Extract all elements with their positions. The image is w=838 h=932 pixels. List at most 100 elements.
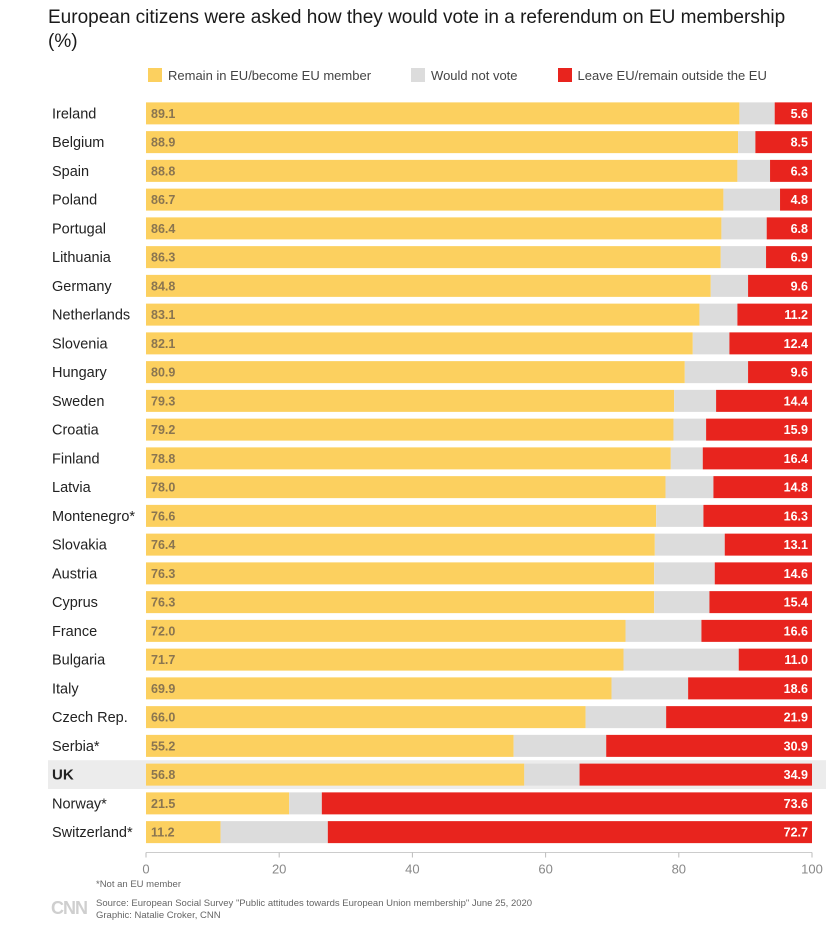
legend-swatch-notvote	[411, 68, 426, 82]
bar-leave	[713, 476, 812, 499]
bar-would-not-vote	[585, 706, 667, 729]
bar-would-not-vote	[524, 763, 580, 786]
bar-leave	[327, 821, 812, 844]
bar-would-not-vote	[684, 361, 749, 384]
bar-remain	[146, 763, 525, 786]
category-label: UK	[52, 767, 74, 784]
data-label-leave: 15.4	[784, 596, 808, 610]
legend-swatch-remain	[148, 68, 162, 82]
bar-would-not-vote	[625, 619, 702, 642]
data-label-leave: 12.4	[784, 337, 808, 351]
bar-leave	[748, 274, 812, 297]
data-label-leave: 15.9	[784, 423, 808, 437]
category-label: Slovenia	[52, 336, 109, 352]
footnote: *Not an EU member	[96, 879, 182, 890]
category-label: Germany	[52, 279, 112, 295]
bar-would-not-vote	[721, 217, 767, 240]
bar-leave	[716, 389, 812, 412]
bar-would-not-vote	[289, 792, 322, 815]
data-label-remain: 88.9	[151, 136, 175, 150]
category-label: Belgium	[52, 135, 104, 151]
data-label-remain: 11.2	[151, 826, 175, 840]
bar-would-not-vote	[699, 303, 738, 326]
bar-remain	[146, 418, 674, 441]
data-label-remain: 78.8	[151, 452, 175, 466]
bar-leave	[321, 792, 812, 815]
data-label-remain: 71.7	[151, 653, 175, 667]
data-label-leave: 34.9	[784, 768, 808, 782]
bar-would-not-vote	[692, 332, 730, 355]
data-label-leave: 73.6	[784, 797, 808, 811]
bar-would-not-vote	[656, 504, 704, 527]
data-label-remain: 86.7	[151, 193, 175, 207]
data-label-remain: 88.8	[151, 164, 175, 178]
x-tick-label: 100	[801, 862, 823, 877]
data-label-remain: 80.9	[151, 366, 175, 380]
data-label-remain: 89.1	[151, 107, 175, 121]
category-label: Bulgaria	[52, 653, 106, 669]
bar-leave	[738, 648, 812, 671]
data-label-remain: 69.9	[151, 682, 175, 696]
data-label-leave: 16.6	[784, 624, 808, 638]
bar-remain	[146, 591, 655, 614]
bar-leave	[703, 504, 812, 527]
bar-remain	[146, 533, 655, 556]
category-label: Spain	[52, 164, 89, 180]
category-label: Croatia	[52, 423, 100, 439]
bar-remain	[146, 274, 711, 297]
bar-remain	[146, 648, 624, 671]
bar-would-not-vote	[670, 447, 703, 470]
bar-would-not-vote	[665, 476, 714, 499]
bar-remain	[146, 159, 738, 182]
x-tick-label: 0	[142, 862, 149, 877]
graphic-credit: Graphic: Natalie Croker, CNN	[96, 910, 221, 921]
data-label-leave: 8.5	[791, 136, 808, 150]
source-line: Source: European Social Survey "Public a…	[96, 898, 533, 909]
x-tick-label: 40	[405, 862, 419, 877]
bar-would-not-vote	[513, 734, 607, 757]
data-label-leave: 21.9	[784, 711, 808, 725]
data-label-remain: 86.3	[151, 251, 175, 265]
bar-leave	[774, 102, 812, 125]
bar-remain	[146, 447, 671, 470]
bar-remain	[146, 188, 724, 211]
bar-remain	[146, 246, 721, 269]
bar-would-not-vote	[623, 648, 739, 671]
category-label: Netherlands	[52, 308, 130, 324]
data-label-remain: 76.6	[151, 509, 175, 523]
bar-remain	[146, 677, 612, 700]
category-label: France	[52, 624, 97, 640]
data-label-leave: 6.3	[791, 164, 808, 178]
category-label: Hungary	[52, 365, 108, 381]
data-label-leave: 6.9	[791, 251, 808, 265]
bar-would-not-vote	[737, 159, 771, 182]
category-label: Finland	[52, 451, 100, 467]
bar-would-not-vote	[654, 591, 710, 614]
data-label-leave: 30.9	[784, 739, 808, 753]
data-label-remain: 66.0	[151, 711, 175, 725]
category-label: Latvia	[52, 480, 92, 496]
data-label-leave: 16.3	[784, 509, 808, 523]
bar-leave	[737, 303, 812, 326]
bar-would-not-vote	[674, 389, 717, 412]
bar-leave	[579, 763, 812, 786]
data-label-leave: 72.7	[784, 826, 808, 840]
bar-leave	[666, 706, 812, 729]
bar-remain	[146, 734, 514, 757]
category-label: Slovakia	[52, 538, 108, 554]
x-tick-label: 20	[272, 862, 286, 877]
bar-remain	[146, 389, 675, 412]
bar-leave	[766, 246, 812, 269]
data-label-remain: 79.2	[151, 423, 175, 437]
category-label: Austria	[52, 566, 98, 582]
category-label: Serbia*	[52, 739, 100, 755]
bar-remain	[146, 131, 739, 154]
bar-would-not-vote	[654, 562, 715, 585]
bar-leave	[729, 332, 812, 355]
data-label-leave: 11.0	[784, 653, 808, 667]
bar-leave	[714, 562, 812, 585]
category-label: Montenegro*	[52, 509, 135, 525]
bar-remain	[146, 217, 722, 240]
data-label-remain: 83.1	[151, 308, 175, 322]
bar-leave	[780, 188, 812, 211]
